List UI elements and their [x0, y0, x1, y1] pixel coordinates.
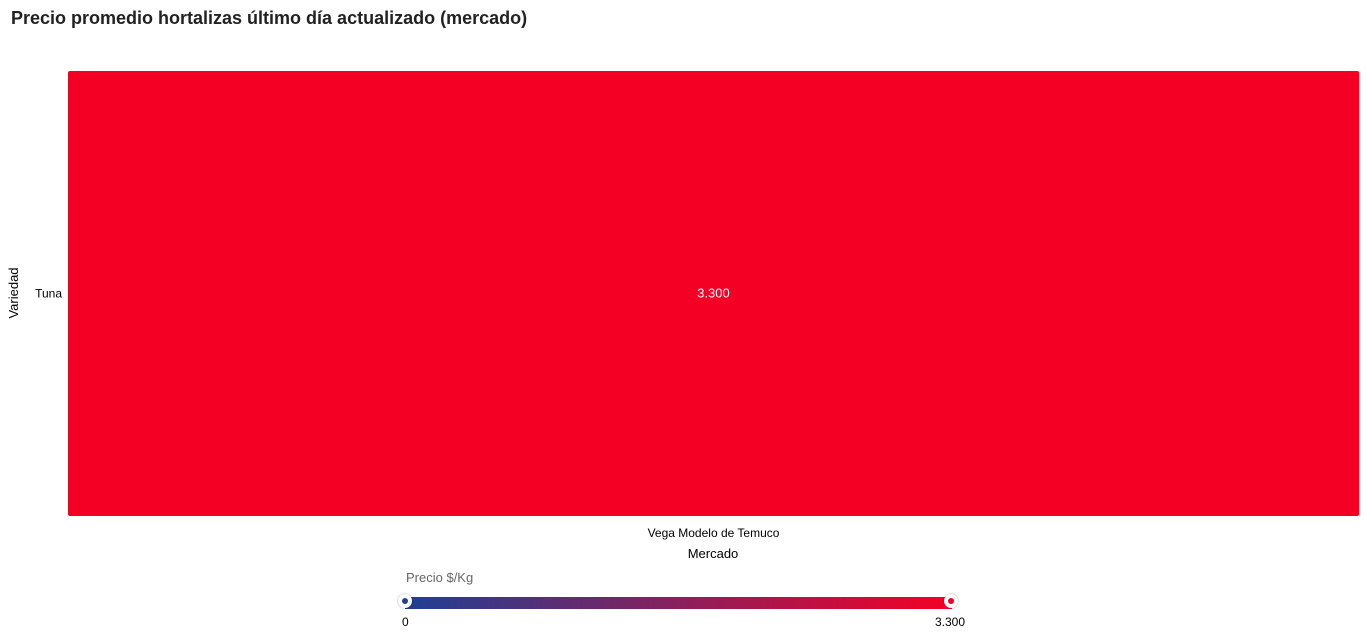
y-axis-title: Variedad: [6, 267, 21, 318]
legend-min-handle[interactable]: [398, 594, 412, 608]
legend-max-handle[interactable]: [944, 594, 958, 608]
legend-min-label: 0: [402, 615, 409, 629]
cell-value-label: 3.300: [697, 286, 730, 301]
legend-title: Precio $/Kg: [406, 570, 474, 585]
y-tick-label: Tuna: [35, 287, 62, 301]
heatmap-cell[interactable]: [68, 71, 1359, 516]
color-scale-bar: [405, 597, 952, 609]
x-tick-label: Vega Modelo de Temuco: [648, 526, 780, 540]
legend-max-label: 3.300: [935, 615, 966, 629]
chart-title: Precio promedio hortalizas último día ac…: [11, 8, 528, 28]
x-axis-title: Mercado: [688, 546, 739, 561]
